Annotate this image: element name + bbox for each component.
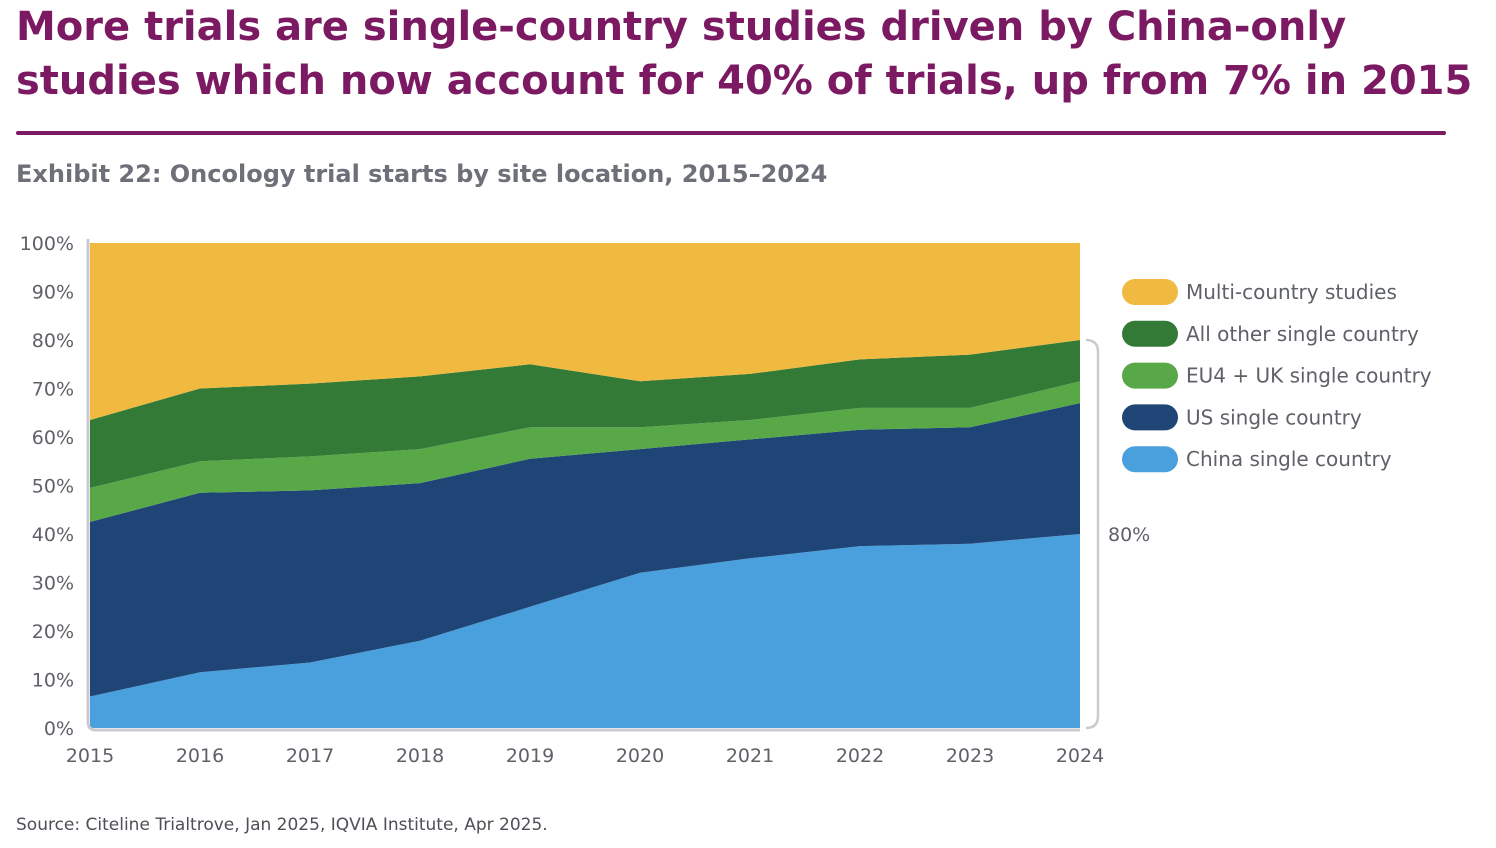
y-tick-label: 80% [32, 330, 74, 352]
legend-label: US single country [1186, 405, 1362, 429]
bracket [1085, 338, 1100, 730]
title-divider [16, 131, 1446, 135]
x-tick-label: 2015 [66, 745, 114, 767]
y-tick-label: 30% [32, 573, 74, 595]
x-tick-label: 2020 [616, 745, 664, 767]
y-tick-label: 20% [32, 621, 74, 643]
area-multi-country-studies [90, 243, 1080, 420]
tick-labels: 0% 10% 20% 30% 40% 50% 60% 70% 80% 90% 100% 2015 201… [20, 233, 1105, 767]
legend-swatch [1122, 404, 1178, 431]
x-tick-label: 2019 [506, 745, 554, 767]
y-tick-label: 90% [32, 282, 74, 304]
y-tick-label: 60% [32, 427, 74, 449]
annotation: 80% [1085, 338, 1150, 730]
headline: More trials are single-country studies d… [16, 4, 1473, 104]
legend-item: All other single country [1122, 320, 1419, 347]
legend: Multi-country studies All other single co… [1122, 279, 1432, 473]
y-tick-label: 50% [32, 476, 74, 498]
axes [86, 239, 1080, 732]
annotation-label: 80% [1108, 524, 1150, 546]
x-tick-label: 2023 [946, 745, 994, 767]
y-tick-label: 100% [20, 233, 74, 255]
legend-item: Multi-country studies [1122, 279, 1397, 305]
y-tick-label: 70% [32, 379, 74, 401]
area-layers [90, 243, 1080, 728]
chart-subtitle: Exhibit 22: Oncology trial starts by sit… [16, 160, 828, 188]
source-note: Source: Citeline Trialtrove, Jan 2025, I… [16, 815, 548, 835]
x-tick-label: 2021 [726, 745, 774, 767]
legend-label: China single country [1186, 447, 1392, 471]
legend-label: Multi-country studies [1186, 280, 1397, 304]
x-tick-label: 2018 [396, 745, 444, 767]
area-all-other-single-country [90, 340, 1080, 488]
legend-item: EU4 + UK single country [1122, 362, 1432, 389]
x-tick-label: 2022 [836, 745, 884, 767]
x-tick-label: 2024 [1056, 745, 1104, 767]
legend-swatch [1122, 320, 1178, 347]
legend-item: US single country [1122, 404, 1362, 431]
legend-swatch [1122, 446, 1178, 473]
area-china-single-country [90, 534, 1080, 728]
x-tick-label: 2017 [286, 745, 334, 767]
legend-swatch [1122, 362, 1178, 389]
axis-frame [86, 239, 1080, 732]
y-tick-label: 10% [32, 670, 74, 692]
legend-item: China single country [1122, 446, 1392, 473]
y-tick-label: 0% [44, 718, 74, 740]
legend-swatch [1122, 279, 1178, 305]
legend-label: All other single country [1186, 322, 1419, 346]
area-eu4-uk-single-country [90, 381, 1080, 522]
legend-label: EU4 + UK single country [1186, 364, 1432, 388]
area-us-single-country [90, 403, 1080, 697]
x-tick-label: 2016 [176, 745, 224, 767]
y-tick-label: 40% [32, 524, 74, 546]
